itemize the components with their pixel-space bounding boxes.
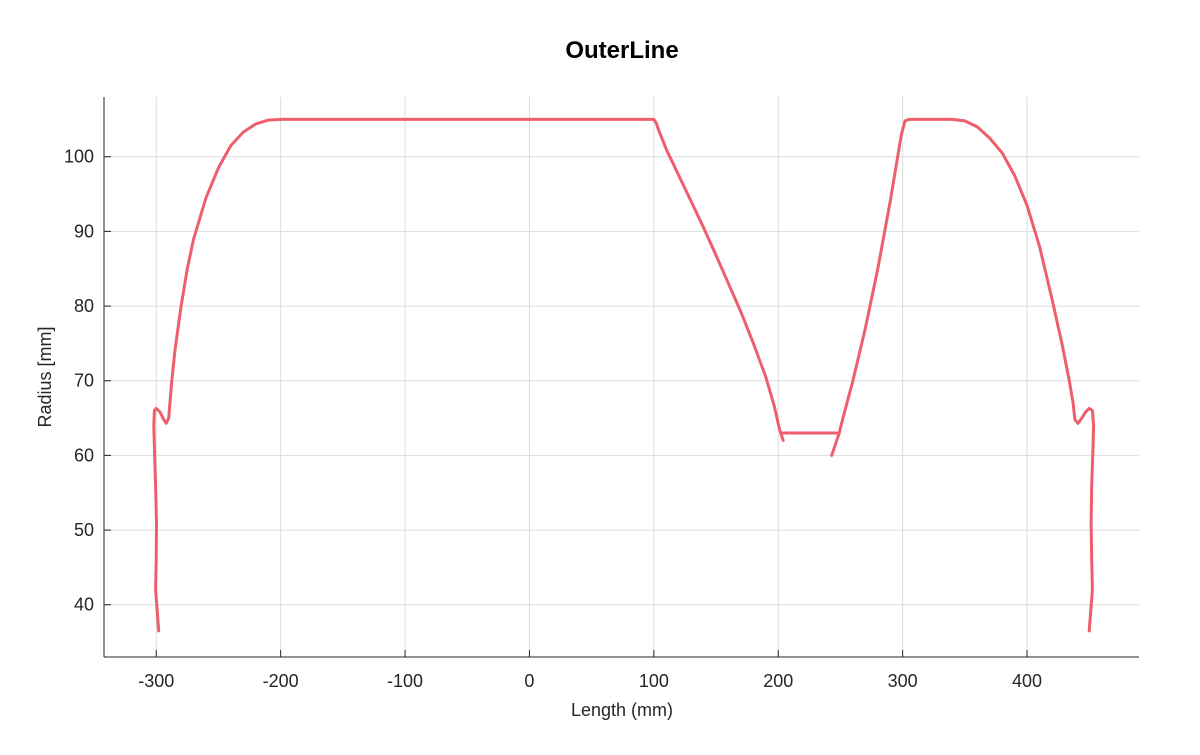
y-tick-label: 100 — [64, 147, 94, 167]
y-axis-label: Radius [mm] — [35, 326, 55, 427]
y-tick-label: 40 — [74, 595, 94, 615]
x-tick-label: -200 — [263, 671, 299, 691]
tick-labels: -300 -200 -100 0 100 200 300 400 40 50 60 70 80 90 100 — [64, 147, 1042, 691]
y-tick-label: 60 — [74, 445, 94, 465]
y-tick-label: 70 — [74, 371, 94, 391]
x-tick-label: 200 — [763, 671, 793, 691]
x-axis-label: Length (mm) — [571, 700, 673, 720]
axes — [103, 97, 1139, 658]
outer-line-segment-1 — [152, 117, 785, 633]
chart-title: OuterLine — [565, 37, 678, 64]
x-tick-label: 300 — [888, 671, 918, 691]
x-tick-label: -100 — [387, 671, 423, 691]
x-tick-label: 400 — [1012, 671, 1042, 691]
x-tick-label: 100 — [639, 671, 669, 691]
y-tick-label: 80 — [74, 296, 94, 316]
x-tick-label: -300 — [138, 671, 174, 691]
grid — [104, 97, 1139, 657]
y-tick-label: 90 — [74, 221, 94, 241]
outer-line-segment-3 — [830, 117, 1096, 633]
data-series — [152, 117, 1096, 633]
x-tick-label: 0 — [524, 671, 534, 691]
y-tick-label: 50 — [74, 520, 94, 540]
